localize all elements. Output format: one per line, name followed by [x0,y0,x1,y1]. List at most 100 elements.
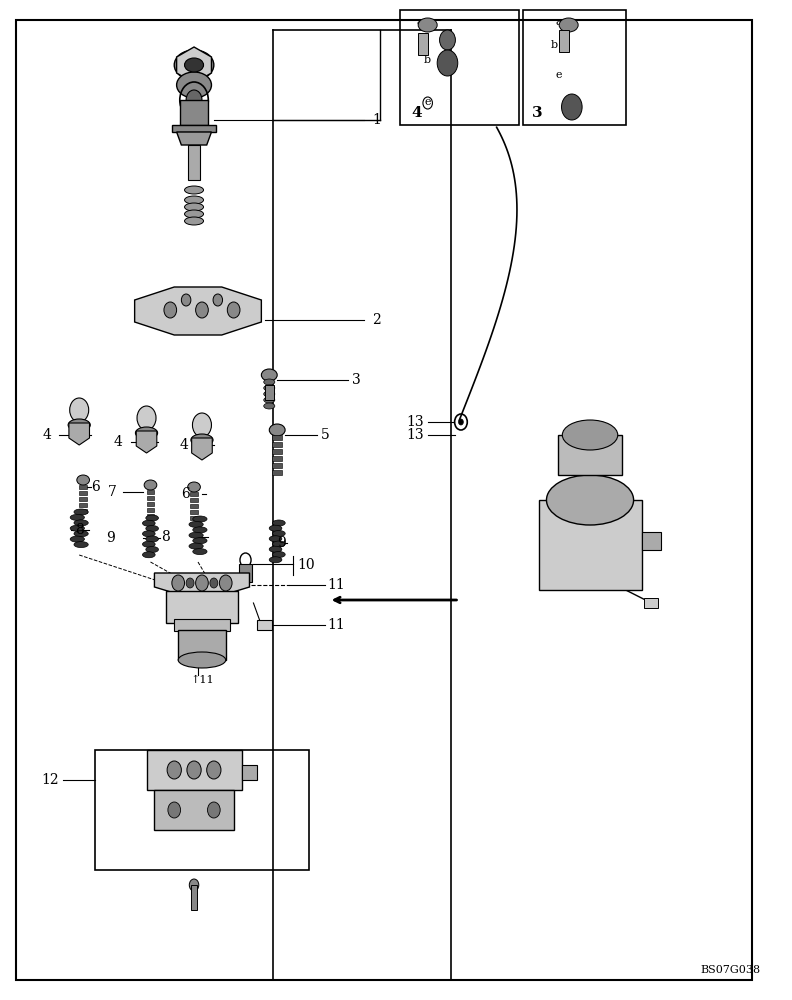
Bar [79,509,87,513]
Bar [166,591,238,623]
Ellipse shape [269,557,282,563]
Bar [272,463,282,468]
Ellipse shape [189,532,204,538]
Text: BS07G038: BS07G038 [700,965,760,975]
Bar [400,10,519,125]
Text: 12: 12 [42,773,59,787]
Bar [190,492,198,496]
Ellipse shape [185,217,204,225]
Ellipse shape [269,525,282,531]
Ellipse shape [74,520,88,526]
Circle shape [459,419,463,425]
Text: 3: 3 [532,106,543,120]
Circle shape [437,50,458,76]
Ellipse shape [272,520,285,526]
Text: 4: 4 [114,435,123,449]
Ellipse shape [143,531,155,537]
Ellipse shape [174,50,214,80]
Text: 11: 11 [327,618,345,632]
Bar [239,564,252,582]
Circle shape [210,578,218,588]
Bar [191,885,197,910]
Text: 8: 8 [75,523,84,537]
Text: 6: 6 [91,480,100,494]
Text: 8: 8 [162,530,170,544]
Ellipse shape [264,391,275,397]
Ellipse shape [135,427,158,439]
Circle shape [164,302,177,318]
Bar [95,750,309,870]
Text: 2: 2 [372,313,381,327]
Text: 7: 7 [109,485,117,499]
Circle shape [70,398,89,422]
Circle shape [168,802,181,818]
Circle shape [207,761,221,779]
Polygon shape [180,100,208,125]
Ellipse shape [146,536,158,542]
Ellipse shape [74,542,88,548]
Ellipse shape [189,543,204,549]
Text: b: b [551,40,558,50]
Ellipse shape [143,552,155,558]
Ellipse shape [264,403,275,409]
Bar [272,449,282,454]
Bar [154,790,234,830]
Bar [539,500,642,590]
Bar [418,33,428,55]
Bar [272,435,282,440]
Text: c: c [417,37,424,47]
Ellipse shape [77,475,89,485]
Bar [523,10,626,125]
Ellipse shape [269,424,285,436]
Text: 4: 4 [412,106,422,120]
Bar [272,456,282,461]
Ellipse shape [74,531,88,537]
Bar [188,145,200,180]
Ellipse shape [264,385,275,391]
Circle shape [219,575,232,591]
Text: ↑11: ↑11 [190,675,214,685]
Bar [242,765,257,780]
Ellipse shape [546,475,634,525]
Ellipse shape [185,196,204,204]
Text: 9: 9 [106,531,115,545]
Bar [190,510,198,514]
Ellipse shape [70,514,85,520]
Ellipse shape [143,520,155,526]
Bar [558,435,622,475]
Text: 13: 13 [406,415,424,429]
Bar [257,620,272,630]
Ellipse shape [192,549,207,555]
Polygon shape [136,431,157,453]
Ellipse shape [269,536,282,542]
Polygon shape [154,573,249,593]
Ellipse shape [418,18,437,32]
Text: 4: 4 [43,428,51,442]
Ellipse shape [562,420,618,450]
Text: 5: 5 [321,428,329,442]
Text: 3: 3 [352,373,361,387]
Polygon shape [177,132,211,145]
Text: 11: 11 [327,578,345,592]
Circle shape [172,575,185,591]
Circle shape [196,302,208,318]
Text: b: b [425,55,431,65]
Bar [147,496,154,500]
Ellipse shape [143,541,155,547]
Text: a: a [555,17,562,27]
Circle shape [213,294,223,306]
Bar [174,619,230,631]
Bar [147,514,154,518]
Text: 9: 9 [277,536,286,550]
Polygon shape [135,287,261,335]
Circle shape [181,294,191,306]
Circle shape [186,578,194,588]
Text: d: d [444,40,451,50]
Text: 13: 13 [406,428,424,442]
Ellipse shape [185,186,204,194]
Bar [190,498,198,502]
Bar [272,470,282,475]
Ellipse shape [559,18,578,32]
Circle shape [187,761,201,779]
Bar [644,598,658,608]
